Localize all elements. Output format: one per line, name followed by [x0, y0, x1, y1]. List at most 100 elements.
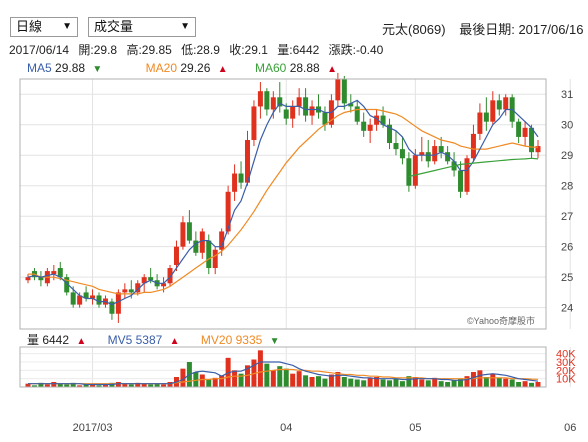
volume-bar[interactable] [387, 380, 393, 387]
volume-bar[interactable] [419, 379, 425, 388]
volume-bar[interactable] [483, 377, 489, 387]
volume-bar[interactable] [57, 383, 63, 387]
volume-bar[interactable] [516, 382, 522, 387]
candle-body[interactable] [264, 91, 270, 110]
volume-bar[interactable] [316, 376, 322, 387]
volume-bar[interactable] [31, 385, 37, 387]
candle-body[interactable] [483, 112, 489, 122]
candle-body[interactable] [419, 152, 425, 156]
candle-body[interactable] [96, 295, 102, 305]
volume-bar[interactable] [83, 384, 89, 388]
candle-body[interactable] [148, 277, 154, 281]
volume-bar[interactable] [264, 363, 270, 387]
candle-body[interactable] [296, 97, 302, 107]
volume-bar[interactable] [477, 370, 483, 387]
volume-bar[interactable] [96, 385, 102, 387]
candle-body[interactable] [516, 121, 522, 137]
volume-bar[interactable] [374, 377, 380, 387]
volume-bar[interactable] [296, 371, 302, 387]
candle-body[interactable] [393, 143, 399, 150]
volume-bar[interactable] [232, 370, 238, 387]
candle-body[interactable] [496, 100, 502, 110]
candle-body[interactable] [225, 191, 231, 232]
candle-body[interactable] [115, 292, 121, 314]
volume-bar[interactable] [535, 382, 541, 387]
volume-bar[interactable] [490, 373, 496, 387]
indicator-select[interactable]: 成交量 ▼ [88, 17, 196, 37]
volume-bar[interactable] [438, 381, 444, 387]
candle-body[interactable] [232, 173, 238, 192]
candle-body[interactable] [193, 240, 199, 253]
candle-body[interactable] [206, 240, 212, 269]
volume-bar[interactable] [141, 383, 147, 387]
volume-bar[interactable] [102, 384, 108, 388]
volume-bar[interactable] [309, 377, 315, 387]
volume-bar[interactable] [283, 368, 289, 387]
candle-body[interactable] [477, 112, 483, 134]
volume-bar[interactable] [354, 379, 360, 388]
candle-body[interactable] [445, 152, 451, 162]
volume-bar[interactable] [393, 378, 399, 387]
candle-body[interactable] [470, 133, 476, 159]
candle-body[interactable] [135, 283, 141, 293]
volume-bar[interactable] [458, 378, 464, 387]
candle-body[interactable] [290, 106, 296, 119]
volume-bar[interactable] [206, 379, 212, 388]
candle-body[interactable] [186, 222, 192, 241]
volume-bar[interactable] [180, 368, 186, 387]
candle-body[interactable] [490, 100, 496, 122]
volume-bar[interactable] [322, 378, 328, 387]
volume-bar[interactable] [529, 382, 535, 387]
candle-body[interactable] [141, 277, 147, 284]
candle-body[interactable] [374, 115, 380, 125]
volume-bar[interactable] [77, 385, 83, 387]
candle-body[interactable] [109, 301, 115, 314]
candle-body[interactable] [51, 271, 57, 275]
candle-body[interactable] [309, 106, 315, 116]
volume-bar[interactable] [212, 377, 218, 387]
candle-body[interactable] [212, 249, 218, 269]
candle-body[interactable] [283, 109, 289, 119]
volume-bar[interactable] [128, 384, 134, 388]
candle-body[interactable] [64, 277, 70, 293]
volume-bar[interactable] [361, 380, 367, 387]
period-select[interactable]: 日線 ▼ [10, 17, 78, 37]
volume-bar[interactable] [380, 379, 386, 388]
volume-bar[interactable] [193, 372, 199, 387]
candle-body[interactable] [503, 97, 509, 110]
volume-bar[interactable] [412, 377, 418, 387]
candle-body[interactable] [173, 246, 179, 265]
volume-bar[interactable] [303, 375, 309, 387]
candle-body[interactable] [25, 277, 31, 281]
candle-body[interactable] [335, 79, 341, 101]
candle-body[interactable] [199, 231, 205, 253]
volume-bar[interactable] [451, 380, 457, 387]
candle-body[interactable] [361, 121, 367, 131]
volume-bar[interactable] [348, 378, 354, 387]
candle-body[interactable] [399, 149, 405, 159]
candle-body[interactable] [387, 124, 393, 144]
candle-body[interactable] [244, 139, 250, 183]
volume-bar[interactable] [464, 376, 470, 387]
candle-body[interactable] [161, 283, 167, 287]
candle-body[interactable] [341, 79, 347, 104]
volume-bar[interactable] [277, 366, 283, 387]
volume-bar[interactable] [25, 383, 31, 387]
candle-body[interactable] [277, 97, 283, 107]
candle-body[interactable] [83, 292, 89, 299]
candle-body[interactable] [303, 97, 309, 116]
candle-body[interactable] [458, 170, 464, 192]
candle-body[interactable] [322, 112, 328, 125]
candle-body[interactable] [122, 289, 128, 293]
volume-bar[interactable] [341, 377, 347, 387]
volume-bar[interactable] [122, 383, 128, 387]
volume-bar[interactable] [51, 382, 57, 387]
candle-body[interactable] [251, 106, 257, 140]
candle-body[interactable] [70, 292, 76, 305]
candle-body[interactable] [438, 146, 444, 153]
candle-body[interactable] [432, 146, 438, 162]
volume-bar[interactable] [199, 374, 205, 388]
volume-bar[interactable] [432, 377, 438, 387]
candle-body[interactable] [522, 127, 528, 137]
